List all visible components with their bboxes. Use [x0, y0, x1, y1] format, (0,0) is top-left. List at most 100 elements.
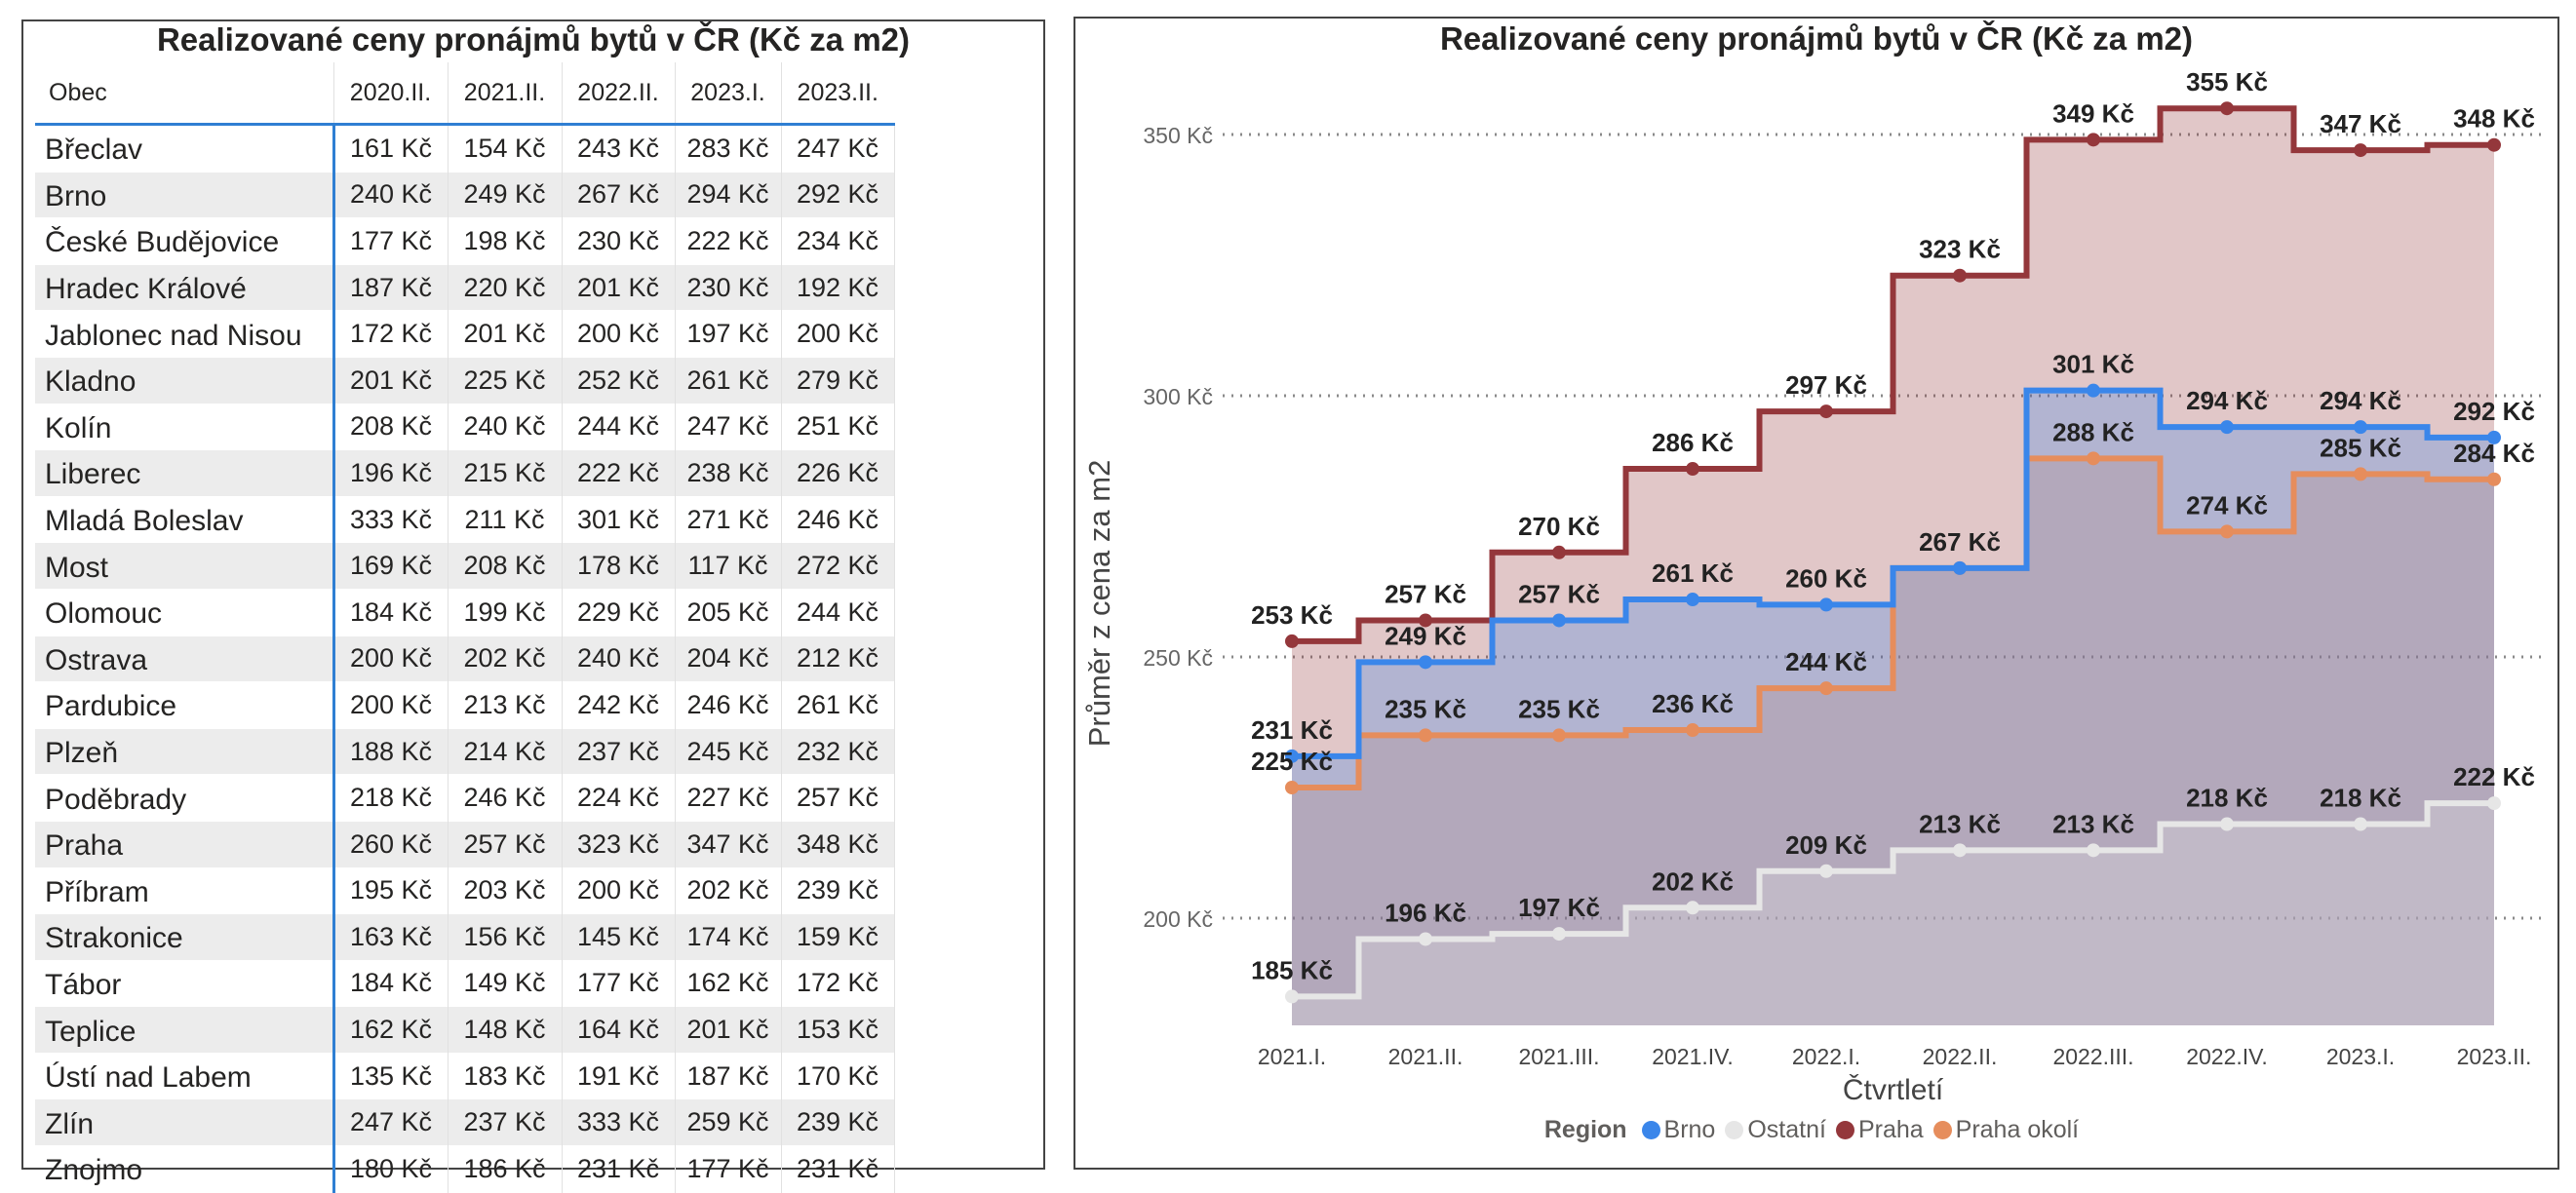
data-label: 349 Kč	[2052, 98, 2134, 128]
table-row: Znojmo 180 Kč 186 Kč 231 Kč 177 Kč 231 Kč	[35, 1145, 895, 1193]
data-label: 249 Kč	[1385, 621, 1466, 650]
price-cell: 117 Kč	[674, 542, 782, 590]
city-name-cell: Plzeň	[35, 728, 335, 775]
price-cell: 199 Kč	[447, 589, 563, 636]
series-line	[1292, 387, 2494, 759]
data-point	[1419, 728, 1432, 743]
data-label: 260 Kč	[1785, 563, 1867, 593]
price-cell: 348 Kč	[780, 821, 895, 867]
city-name-cell: Kladno	[35, 357, 335, 404]
price-cell: 271 Kč	[674, 496, 782, 543]
table-row: Praha 260 Kč 257 Kč 323 Kč 347 Kč 348 Kč	[35, 821, 895, 867]
city-name-cell: Olomouc	[35, 589, 335, 636]
table-row: Plzeň 188 Kč 214 Kč 237 Kč 245 Kč 232 Kč	[35, 728, 895, 775]
y-tick-label: 200 Kč	[1143, 906, 1213, 932]
x-tick-label: 2021.IV.	[1652, 1044, 1734, 1069]
price-cell: 240 Kč	[332, 172, 449, 218]
price-cell: 162 Kč	[674, 960, 782, 1007]
column-header-quarter[interactable]: 2023.II.	[780, 62, 894, 125]
price-cell: 180 Kč	[332, 1145, 449, 1193]
price-cell: 232 Kč	[780, 728, 895, 775]
column-header-quarter[interactable]: 2021.II.	[447, 62, 562, 125]
price-cell: 211 Kč	[447, 496, 563, 543]
legend-item[interactable]: Ostatní	[1725, 1116, 1826, 1144]
price-cell: 153 Kč	[780, 1006, 895, 1054]
data-label: 292 Kč	[2453, 397, 2535, 426]
x-tick-label: 2022.III.	[2052, 1044, 2133, 1069]
data-label: 274 Kč	[2186, 490, 2268, 520]
price-cell: 198 Kč	[447, 217, 563, 265]
data-label: 231 Kč	[1251, 715, 1333, 745]
price-cell: 252 Kč	[561, 357, 676, 404]
data-label: 185 Kč	[1251, 955, 1333, 984]
price-cell: 145 Kč	[561, 913, 676, 961]
data-point	[1285, 781, 1299, 794]
price-cell: 149 Kč	[447, 960, 563, 1007]
price-cell: 292 Kč	[780, 172, 895, 218]
column-header-quarter[interactable]: 2023.I.	[674, 62, 781, 125]
data-point	[1953, 268, 1967, 283]
data-point	[2354, 817, 2367, 831]
table-row: Tábor 184 Kč 149 Kč 177 Kč 162 Kč 172 Kč	[35, 960, 895, 1007]
price-cell: 187 Kč	[674, 1053, 782, 1099]
data-label: 253 Kč	[1251, 600, 1333, 630]
column-header-obec[interactable]: Obec	[49, 78, 107, 106]
price-cell: 201 Kč	[332, 357, 449, 404]
city-name-cell: Poděbrady	[35, 774, 335, 822]
price-cell: 192 Kč	[780, 264, 895, 311]
price-cell: 202 Kč	[447, 635, 563, 682]
legend-item[interactable]: Brno	[1641, 1116, 1715, 1144]
data-label: 297 Kč	[1785, 370, 1867, 400]
price-cell: 247 Kč	[674, 404, 782, 450]
data-label: 235 Kč	[1385, 694, 1466, 723]
data-point	[1686, 723, 1699, 738]
data-label: 284 Kč	[2453, 439, 2535, 468]
data-point	[2354, 143, 2367, 158]
data-point	[2087, 133, 2100, 147]
column-header-quarter[interactable]: 2022.II.	[561, 62, 675, 125]
city-name-cell: Mladá Boleslav	[35, 496, 335, 543]
chart-legend: Region Brno Ostatní Praha Praha okolí	[1075, 1116, 2557, 1144]
table-row: Mladá Boleslav 333 Kč 211 Kč 301 Kč 271 Kč 24…	[35, 496, 895, 543]
data-label: 257 Kč	[1385, 579, 1466, 608]
data-label: 261 Kč	[1652, 558, 1734, 588]
series-area	[1292, 390, 2494, 1025]
price-cell: 225 Kč	[447, 357, 563, 404]
price-cell: 229 Kč	[561, 589, 676, 636]
data-label: 244 Kč	[1785, 647, 1867, 676]
price-cell: 231 Kč	[561, 1145, 676, 1193]
price-cell: 197 Kč	[674, 310, 782, 358]
price-cell: 239 Kč	[780, 867, 895, 914]
price-cell: 169 Kč	[332, 542, 449, 590]
data-point	[2354, 467, 2367, 481]
x-tick-label: 2022.IV.	[2186, 1044, 2268, 1069]
price-cell: 220 Kč	[447, 264, 563, 311]
y-tick-label: 300 Kč	[1143, 384, 1213, 409]
table-row: Kladno 201 Kč 225 Kč 252 Kč 261 Kč 279 Kč	[35, 357, 895, 404]
price-cell: 172 Kč	[780, 960, 895, 1007]
price-cell: 200 Kč	[332, 635, 449, 682]
price-cell: 177 Kč	[332, 217, 449, 265]
price-cell: 162 Kč	[332, 1006, 449, 1054]
legend-item[interactable]: Praha	[1835, 1116, 1924, 1144]
data-label: 202 Kč	[1652, 866, 1734, 896]
legend-item[interactable]: Praha okolí	[1932, 1116, 2079, 1144]
data-label: 323 Kč	[1919, 235, 2001, 264]
price-cell: 172 Kč	[332, 310, 449, 358]
price-cell: 201 Kč	[674, 1006, 782, 1054]
price-cell: 215 Kč	[447, 449, 563, 497]
price-cell: 237 Kč	[447, 1098, 563, 1146]
table-row: Liberec 196 Kč 215 Kč 222 Kč 238 Kč 226 Kč	[35, 449, 895, 497]
data-label: 197 Kč	[1518, 893, 1600, 922]
price-cell: 159 Kč	[780, 913, 895, 961]
price-cell: 196 Kč	[332, 449, 449, 497]
data-label: 267 Kč	[1919, 527, 2001, 557]
price-cell: 259 Kč	[674, 1098, 782, 1146]
table-row: Most 169 Kč 208 Kč 178 Kč 117 Kč 272 Kč	[35, 542, 895, 590]
legend-title: Region	[1543, 1116, 1627, 1143]
column-header-quarter[interactable]: 2020.II.	[332, 62, 448, 125]
x-tick-label: 2023.I.	[2326, 1044, 2395, 1069]
price-cell: 200 Kč	[780, 310, 895, 358]
price-cell: 231 Kč	[780, 1145, 895, 1193]
data-label: 213 Kč	[1919, 809, 2001, 838]
